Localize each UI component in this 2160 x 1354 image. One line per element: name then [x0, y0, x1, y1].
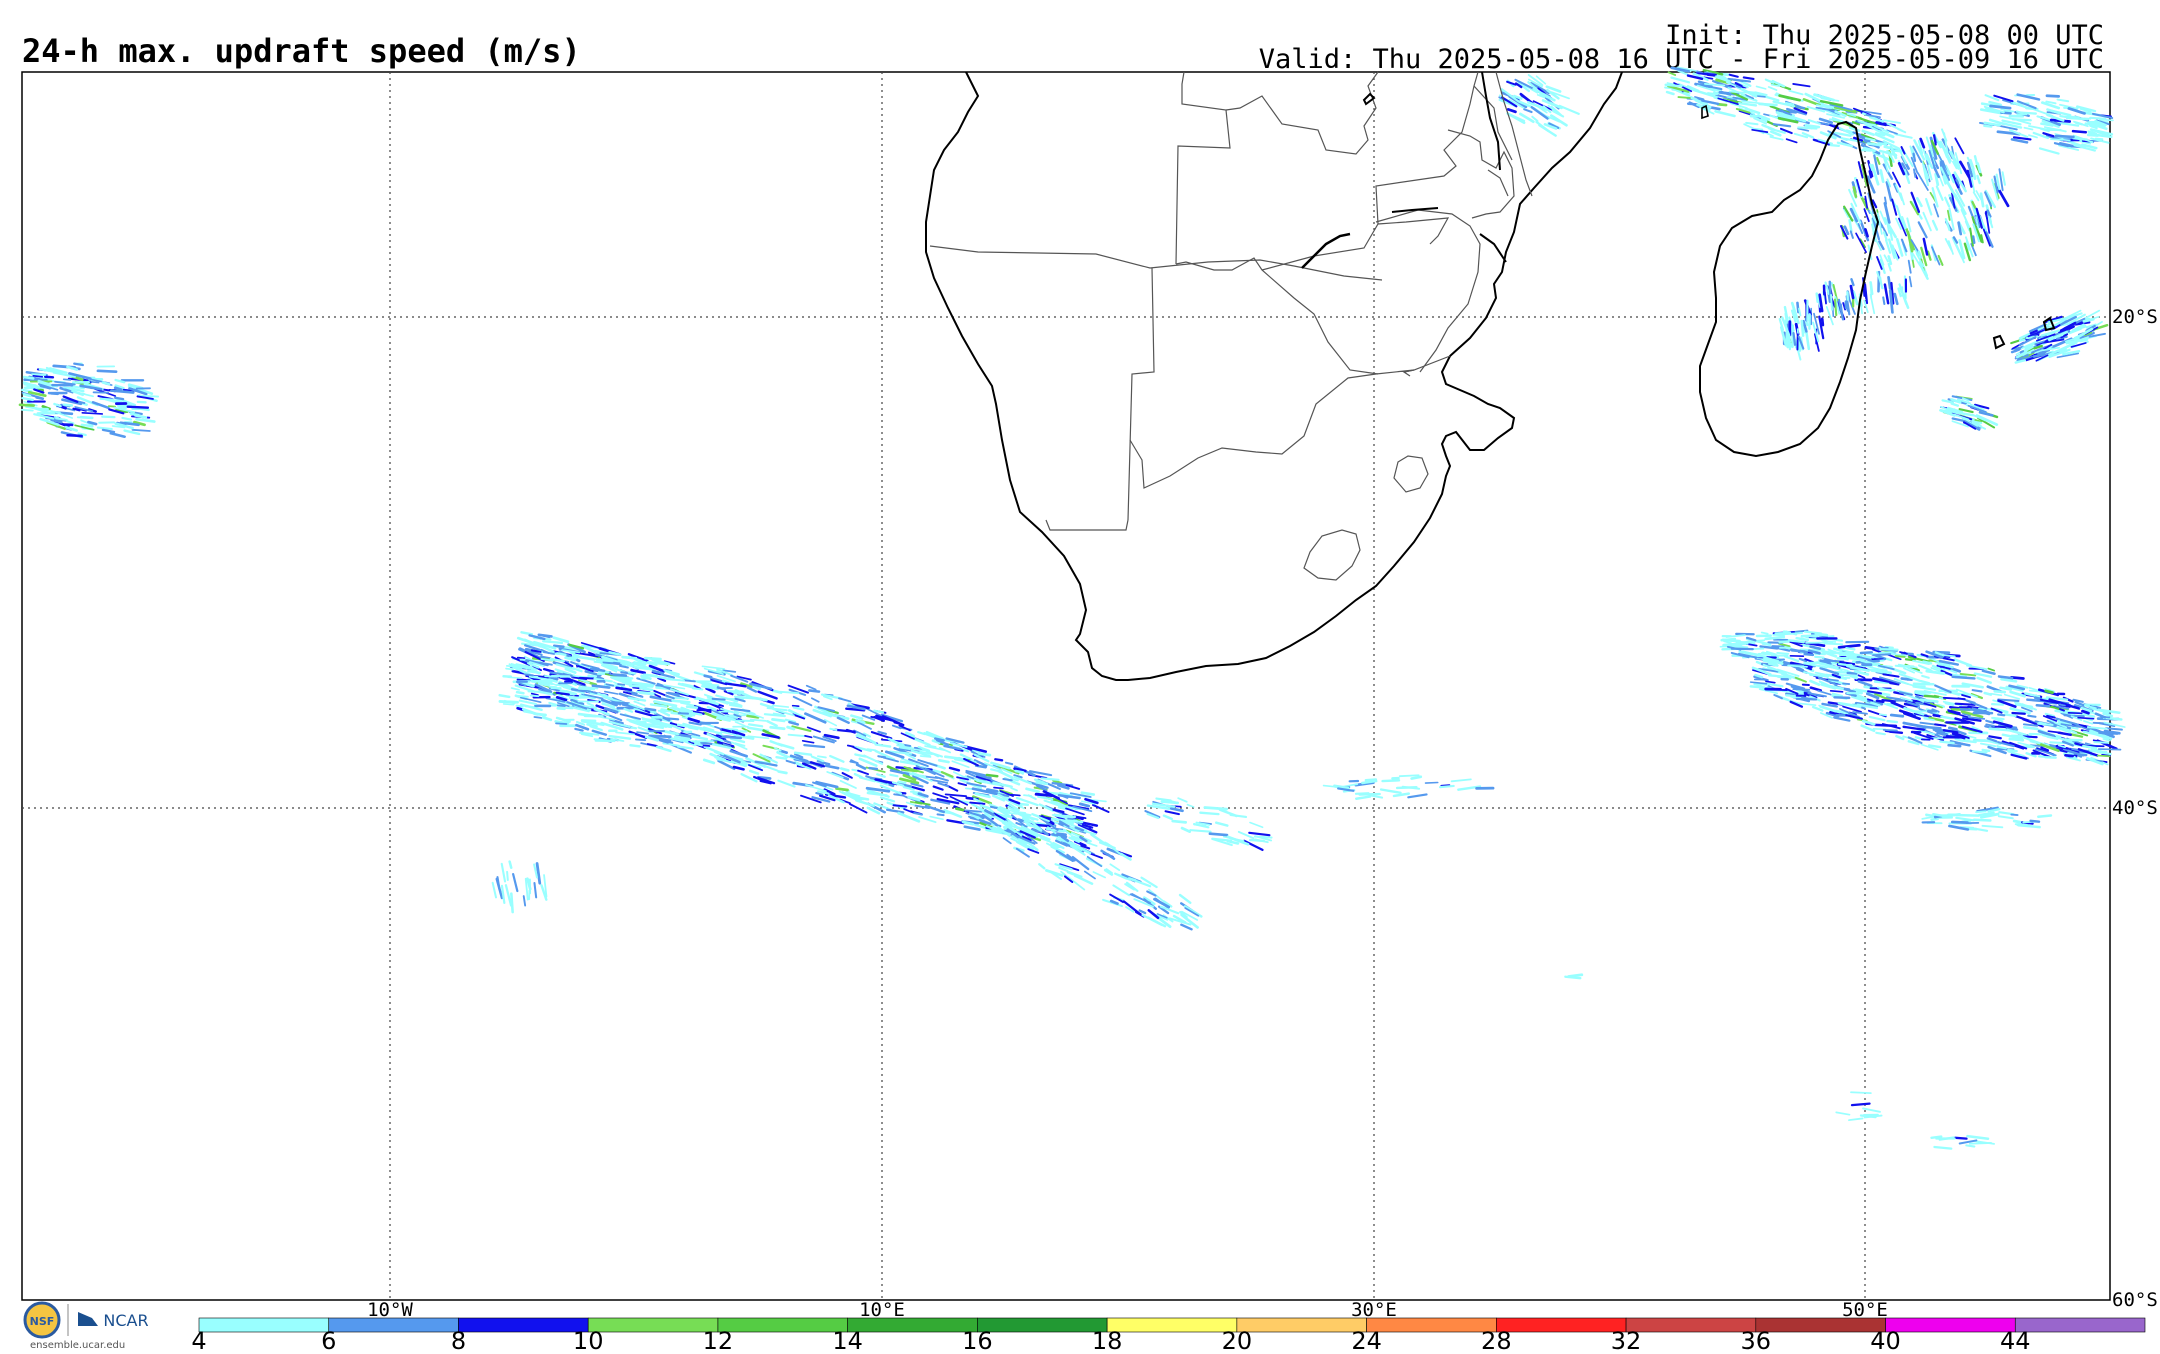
colorbar-tick-7: 18 — [1092, 1327, 1123, 1354]
colorbar-segment-0 — [198, 1317, 330, 1333]
lake-malawi — [1481, 71, 1501, 171]
colorbar-tick-11: 32 — [1611, 1327, 1642, 1354]
lake-kariba — [1301, 232, 1351, 269]
colorbar-tick-3: 10 — [573, 1327, 604, 1354]
latitude-labels: 20°S 40°S 60°S — [2112, 306, 2158, 1311]
colorbar-tick-10: 28 — [1481, 1327, 1512, 1354]
colorbar-segment-10 — [1496, 1317, 1627, 1333]
nsf-seal-icon — [23, 1301, 61, 1339]
colorbar-segment-8 — [1236, 1317, 1367, 1333]
colorbar-tick-13: 40 — [1870, 1327, 1901, 1354]
colorbar-tick-2: 8 — [451, 1327, 466, 1354]
colorbar-segment-6 — [977, 1317, 1108, 1333]
colorbar-tick-4: 12 — [703, 1327, 734, 1354]
colorbar-segment-11 — [1625, 1317, 1757, 1333]
colorbar-tick-0: 4 — [191, 1327, 206, 1354]
lon-label-3: 50°E — [1842, 1299, 1888, 1321]
colorbar-segment-3 — [587, 1317, 719, 1333]
colorbar-tick-14: 44 — [2000, 1327, 2031, 1354]
lon-label-0: 10°W — [367, 1299, 413, 1321]
colorbar-segment-7 — [1106, 1317, 1238, 1333]
lon-label-2: 30°E — [1351, 1299, 1397, 1321]
colorbar-segment-9 — [1366, 1317, 1497, 1333]
country-borders — [929, 71, 1533, 531]
colorbar-segment-12 — [1755, 1317, 1886, 1333]
cahora-bassa — [1391, 207, 1439, 213]
comoros — [1701, 104, 1709, 120]
lat-label-1: 40°S — [2112, 797, 2158, 819]
lat-label-0: 20°S — [2112, 306, 2158, 328]
colorbar-segment-2 — [458, 1317, 589, 1333]
chart-title: 24-h max. updraft speed (m/s) — [22, 32, 581, 70]
lat-label-2: 60°S — [2112, 1289, 2158, 1311]
reunion — [1992, 334, 2006, 350]
init-time: Init: Thu 2025-05-08 00 UTC — [1665, 20, 2104, 51]
colorbar-tick-5: 14 — [832, 1327, 863, 1354]
colorbar-segment-5 — [847, 1317, 978, 1333]
colorbar-tick-8: 20 — [1222, 1327, 1253, 1354]
nsf-label: NSF — [30, 1315, 55, 1328]
longitude-labels: 10°W 10°E 30°E 50°E — [367, 1299, 1888, 1321]
madagascar-coastline — [1699, 120, 1880, 458]
colorbar-tick-9: 24 — [1351, 1327, 1382, 1354]
lon-label-1: 10°E — [859, 1299, 905, 1321]
colorbar-segment-13 — [1885, 1317, 2016, 1333]
lesotho — [1303, 529, 1361, 581]
ncar-label: NCAR — [103, 1311, 148, 1330]
colorbar-segment-1 — [328, 1317, 459, 1333]
mauritius — [2042, 316, 2056, 332]
colorbar-segment-14 — [2014, 1317, 2146, 1333]
zambezi-delta — [1479, 233, 1507, 263]
ncar-logo: NSF NCAR — [22, 1300, 162, 1352]
lake-mweru — [1362, 92, 1376, 106]
ncar-mark-icon — [78, 1312, 98, 1326]
colorbar-tick-6: 16 — [962, 1327, 993, 1354]
colorbar-segment-4 — [717, 1317, 848, 1333]
logo-url: ensemble.ucar.edu — [30, 1340, 126, 1351]
africa-coastline — [925, 71, 1623, 681]
eswatini — [1393, 455, 1429, 493]
colorbar: 4 6 8 10 12 14 16 18 20 24 28 32 36 40 44 — [191, 1317, 2146, 1354]
updraft-field — [18, 66, 2126, 1150]
colorbar-tick-1: 6 — [321, 1327, 336, 1354]
colorbar-tick-12: 36 — [1741, 1327, 1772, 1354]
